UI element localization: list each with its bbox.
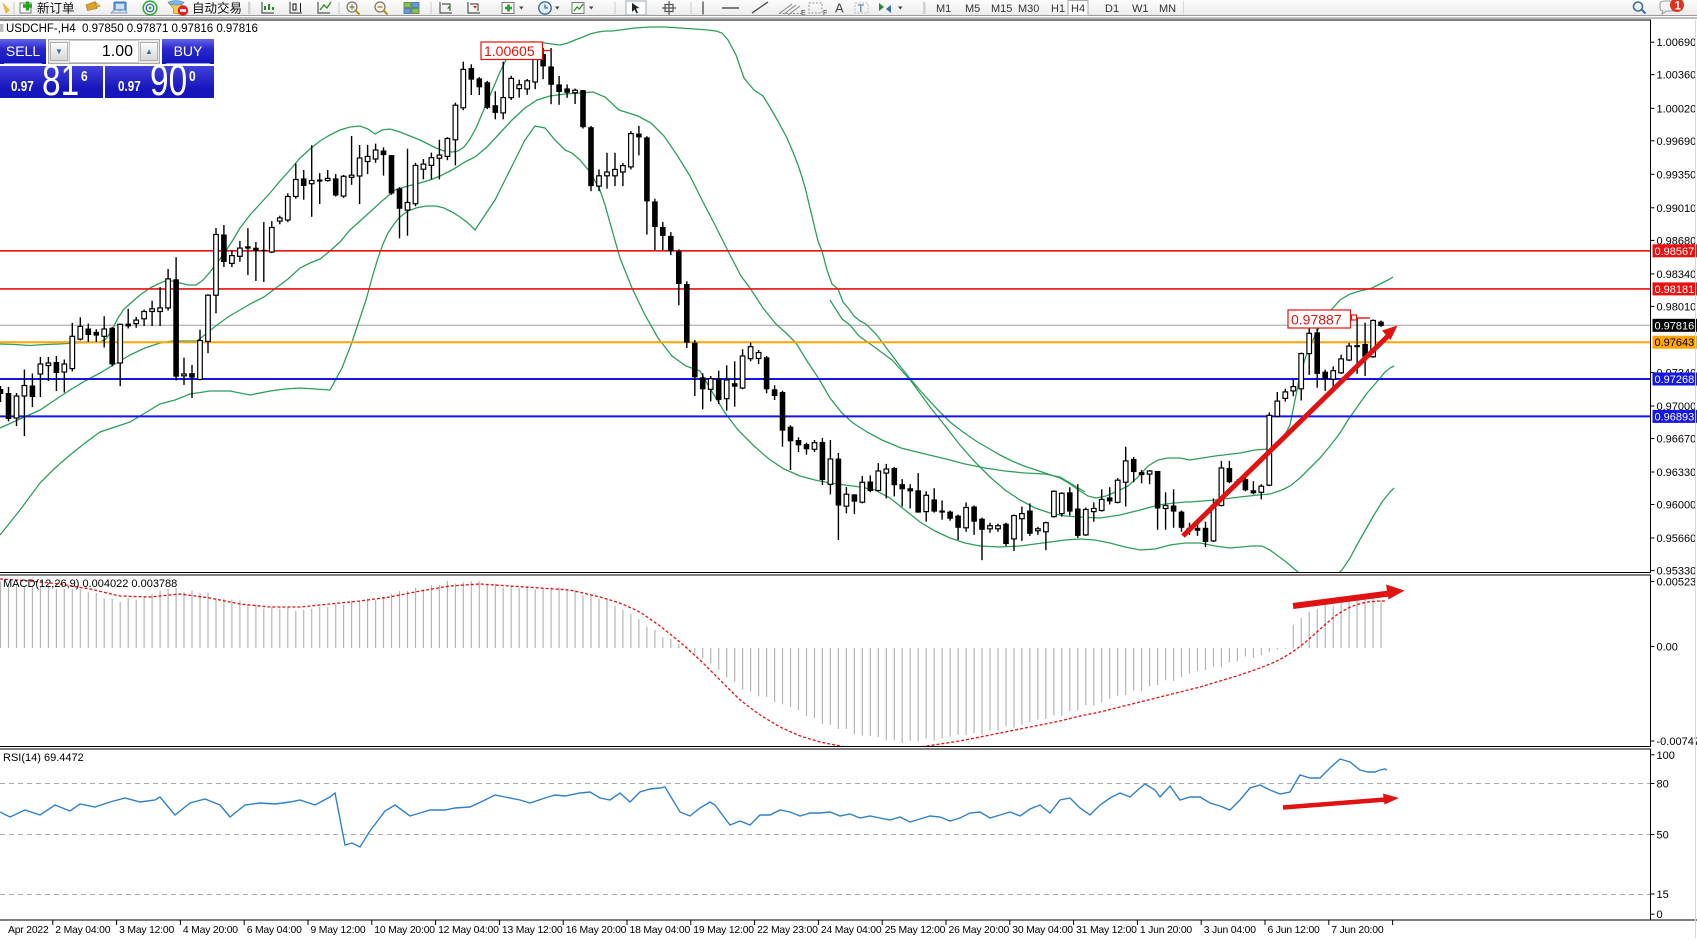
svg-text:0: 0 <box>1657 909 1663 921</box>
svg-text:25 May 12:00: 25 May 12:00 <box>885 925 946 936</box>
svg-text:0.97816: 0.97816 <box>1655 320 1695 332</box>
svg-text:13 May 12:00: 13 May 12:00 <box>502 925 563 936</box>
svg-text:0.00523: 0.00523 <box>1657 577 1697 589</box>
svg-text:7 Jun 20:00: 7 Jun 20:00 <box>1331 925 1384 936</box>
svg-text:30 May 04:00: 30 May 04:00 <box>1012 925 1073 936</box>
svg-text:0.00: 0.00 <box>1657 642 1678 654</box>
svg-text:100: 100 <box>1657 750 1675 762</box>
svg-text:19 May 12:00: 19 May 12:00 <box>693 925 754 936</box>
svg-text:1.00690: 1.00690 <box>1657 37 1697 49</box>
svg-text:MN: MN <box>1159 3 1176 15</box>
svg-text:E: E <box>801 10 806 16</box>
svg-text:9 May 12:00: 9 May 12:00 <box>311 925 366 936</box>
svg-text:RSI(14) 69.4472: RSI(14) 69.4472 <box>3 752 84 764</box>
svg-text:1: 1 <box>1675 1 1682 13</box>
svg-text:0.98181: 0.98181 <box>1655 284 1695 296</box>
svg-text:31 May 12:00: 31 May 12:00 <box>1076 925 1137 936</box>
svg-text:M30: M30 <box>1018 3 1039 15</box>
svg-text:0.97887: 0.97887 <box>1291 312 1342 328</box>
svg-text:24 May 04:00: 24 May 04:00 <box>821 925 882 936</box>
svg-text:0.98340: 0.98340 <box>1657 269 1697 281</box>
svg-text:1.00605: 1.00605 <box>484 43 535 59</box>
svg-text:16 May 20:00: 16 May 20:00 <box>566 925 627 936</box>
svg-text:1.00360: 1.00360 <box>1657 70 1697 82</box>
svg-text:新订单: 新订单 <box>37 1 75 16</box>
svg-text:0.99010: 0.99010 <box>1657 203 1697 215</box>
svg-text:M15: M15 <box>991 3 1012 15</box>
svg-text:T: T <box>858 3 865 15</box>
svg-text:M1: M1 <box>936 3 951 15</box>
svg-text:0.97268: 0.97268 <box>1655 374 1695 386</box>
svg-text:0.98010: 0.98010 <box>1657 301 1697 313</box>
svg-text:1.00020: 1.00020 <box>1657 103 1697 115</box>
svg-text:18 May 04:00: 18 May 04:00 <box>630 925 691 936</box>
svg-text:Apr 2022: Apr 2022 <box>8 925 49 936</box>
svg-text:0.96330: 0.96330 <box>1657 467 1697 479</box>
svg-text:2 May 04:00: 2 May 04:00 <box>55 925 110 936</box>
svg-text:MACD(12,26,9) 0.004022 0.00378: MACD(12,26,9) 0.004022 0.003788 <box>3 578 177 590</box>
svg-text:F: F <box>823 10 827 16</box>
svg-text:26 May 20:00: 26 May 20:00 <box>949 925 1010 936</box>
svg-text:0.96893: 0.96893 <box>1655 411 1695 423</box>
svg-text:6 May 04:00: 6 May 04:00 <box>247 925 302 936</box>
svg-text:M5: M5 <box>965 3 980 15</box>
svg-text:12 May 04:00: 12 May 04:00 <box>438 925 499 936</box>
svg-text:80: 80 <box>1657 779 1669 791</box>
svg-text:0.97643: 0.97643 <box>1655 337 1695 349</box>
svg-text:D1: D1 <box>1105 3 1119 15</box>
svg-text:0.96000: 0.96000 <box>1657 500 1697 512</box>
svg-text:3 Jun 04:00: 3 Jun 04:00 <box>1204 925 1257 936</box>
svg-text:0.98567: 0.98567 <box>1655 246 1695 258</box>
svg-text:50: 50 <box>1657 830 1669 842</box>
svg-text:H4: H4 <box>1071 3 1085 15</box>
svg-text:4 May 20:00: 4 May 20:00 <box>183 925 238 936</box>
svg-text:0.99350: 0.99350 <box>1657 169 1697 181</box>
svg-text:自动交易: 自动交易 <box>192 1 242 16</box>
svg-text:6 Jun 12:00: 6 Jun 12:00 <box>1268 925 1321 936</box>
svg-text:-0.00747: -0.00747 <box>1657 736 1697 748</box>
svg-text:H1: H1 <box>1051 3 1065 15</box>
svg-text:W1: W1 <box>1132 3 1149 15</box>
svg-text:1 Jun 20:00: 1 Jun 20:00 <box>1140 925 1193 936</box>
svg-text:0.95660: 0.95660 <box>1657 533 1697 545</box>
svg-text:A: A <box>835 1 844 16</box>
svg-text:10 May 20:00: 10 May 20:00 <box>374 925 435 936</box>
svg-text:0.99690: 0.99690 <box>1657 136 1697 148</box>
svg-text:3 May 12:00: 3 May 12:00 <box>119 925 174 936</box>
svg-text:22 May 23:00: 22 May 23:00 <box>757 925 818 936</box>
svg-text:15: 15 <box>1657 889 1669 901</box>
svg-text:0.96670: 0.96670 <box>1657 434 1697 446</box>
